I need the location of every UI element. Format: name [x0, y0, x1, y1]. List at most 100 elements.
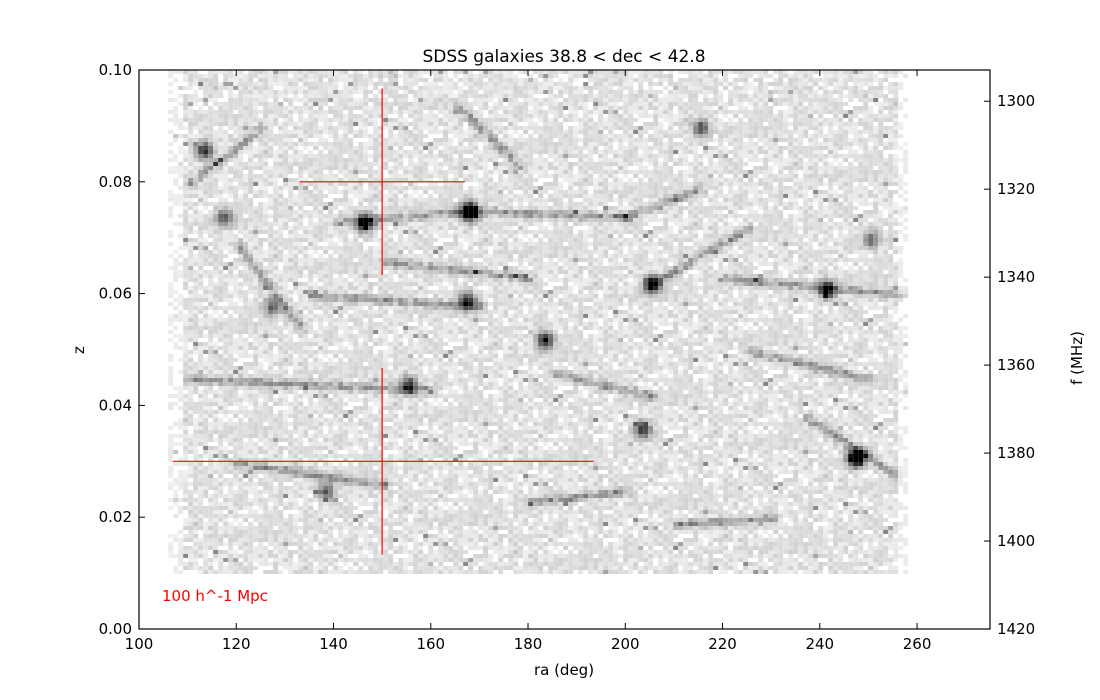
heatmap-cell	[343, 206, 349, 210]
heatmap-cell	[523, 98, 529, 102]
heatmap-cell	[543, 78, 549, 82]
heatmap-cell	[843, 210, 849, 214]
heatmap-cell	[658, 198, 664, 202]
heatmap-cell	[353, 90, 359, 94]
heatmap-cell	[663, 118, 669, 122]
heatmap-cell	[223, 106, 229, 110]
heatmap-cell	[748, 82, 754, 86]
heatmap-cell	[513, 154, 519, 158]
heatmap-cell	[523, 214, 529, 218]
heatmap-cell	[393, 202, 399, 206]
heatmap-cell	[833, 74, 839, 78]
heatmap-cell	[528, 166, 534, 170]
heatmap-cell	[803, 86, 809, 90]
heatmap-cell	[518, 114, 524, 118]
heatmap-cell	[193, 182, 199, 186]
heatmap-cell	[798, 214, 804, 218]
heatmap-cell	[468, 82, 474, 86]
heatmap-cell	[863, 138, 869, 142]
heatmap-cell	[678, 122, 684, 126]
heatmap-cell	[833, 110, 839, 114]
heatmap-cell	[838, 90, 844, 94]
heatmap-cell	[243, 190, 249, 194]
heatmap-cell	[318, 138, 324, 142]
heatmap-cell	[493, 218, 499, 222]
heatmap-cell	[188, 182, 194, 186]
heatmap-cell	[428, 146, 434, 150]
heatmap-cell	[228, 94, 234, 98]
heatmap-cell	[828, 82, 834, 86]
heatmap-cell	[588, 126, 594, 130]
heatmap-cell	[353, 182, 359, 186]
heatmap-cell	[863, 142, 869, 146]
heatmap-cell	[183, 70, 189, 74]
heatmap-cell	[873, 174, 879, 178]
heatmap-cell	[618, 134, 624, 138]
heatmap-cell	[743, 154, 749, 158]
heatmap-cell	[663, 114, 669, 118]
heatmap-cell	[388, 182, 394, 186]
heatmap-cell	[893, 74, 899, 78]
heatmap-cell	[403, 150, 409, 154]
heatmap-cell	[898, 178, 904, 182]
heatmap-cell	[733, 142, 739, 146]
heatmap-cell	[748, 94, 754, 98]
heatmap-cell	[318, 126, 324, 130]
heatmap-cell	[663, 150, 669, 154]
heatmap-cell	[638, 146, 644, 150]
heatmap-cell	[903, 98, 909, 102]
heatmap-cell	[318, 86, 324, 90]
heatmap-cell	[308, 202, 314, 206]
heatmap-cell	[418, 202, 424, 206]
heatmap-cell	[723, 114, 729, 118]
heatmap-cell	[788, 130, 794, 134]
heatmap-cell	[188, 166, 194, 170]
heatmap-cell	[438, 154, 444, 158]
heatmap-cell	[588, 130, 594, 134]
heatmap-cell	[473, 186, 479, 190]
heatmap-cell	[578, 210, 584, 214]
heatmap-cell	[768, 174, 774, 178]
heatmap-cell	[573, 70, 579, 74]
heatmap-cell	[848, 122, 854, 126]
heatmap-cell	[183, 94, 189, 98]
heatmap-cell	[648, 74, 654, 78]
heatmap-cell	[858, 90, 864, 94]
heatmap-cell	[403, 86, 409, 90]
heatmap-cell	[868, 130, 874, 134]
heatmap-cell	[413, 74, 419, 78]
heatmap-cell	[603, 202, 609, 206]
heatmap-cell	[318, 190, 324, 194]
heatmap-cell	[548, 78, 554, 82]
heatmap-cell	[838, 134, 844, 138]
heatmap-cell	[718, 218, 724, 222]
heatmap-cell	[368, 122, 374, 126]
heatmap-cell	[848, 94, 854, 98]
heatmap-cell	[203, 90, 209, 94]
heatmap-cell	[808, 106, 814, 110]
heatmap-cell	[283, 162, 289, 166]
heatmap-cell	[528, 198, 534, 202]
heatmap-cell	[613, 110, 619, 114]
heatmap-cell	[253, 86, 259, 90]
heatmap-cell	[288, 178, 294, 182]
heatmap-cell	[668, 158, 674, 162]
heatmap-cell	[588, 206, 594, 210]
heatmap-cell	[413, 154, 419, 158]
heatmap-cell	[503, 126, 509, 130]
heatmap-cell	[828, 130, 834, 134]
heatmap-cell	[498, 182, 504, 186]
heatmap-cell	[803, 214, 809, 218]
heatmap-cell	[798, 118, 804, 122]
heatmap-cell	[868, 138, 874, 142]
heatmap-cell	[733, 130, 739, 134]
heatmap-cell	[228, 98, 234, 102]
heatmap-cell	[508, 70, 514, 74]
heatmap-cell	[708, 102, 714, 106]
heatmap-cell	[443, 190, 449, 194]
heatmap-cell	[613, 218, 619, 222]
heatmap-cell	[423, 206, 429, 210]
heatmap-cell	[223, 222, 229, 226]
heatmap-cell	[868, 114, 874, 118]
heatmap-cell	[253, 134, 259, 138]
